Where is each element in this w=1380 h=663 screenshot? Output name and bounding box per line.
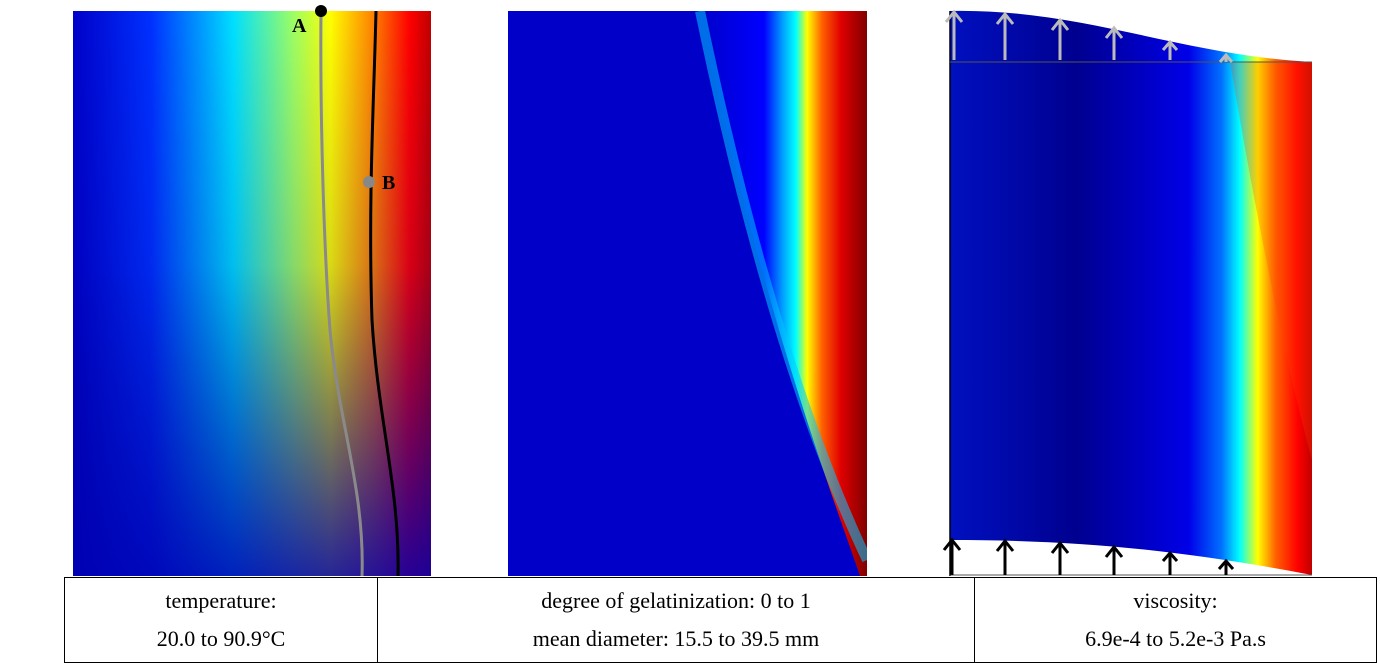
up-arrow-icon <box>942 537 962 575</box>
viscosity-panel <box>942 9 1312 576</box>
up-arrow-icon <box>1050 17 1070 60</box>
up-arrow-icon <box>1104 544 1124 575</box>
up-arrow-icon <box>1050 540 1070 575</box>
temperature-panel: A B <box>71 5 431 577</box>
up-arrow-icon <box>995 538 1015 575</box>
gelatinization-panel <box>508 11 867 576</box>
viscosity-field <box>950 10 1312 575</box>
viscosity-caption-line2: 6.9e-4 to 5.2e-3 Pa.s <box>1085 626 1266 651</box>
point-b-marker <box>363 176 375 188</box>
temperature-caption-line2: 20.0 to 90.9°C <box>156 626 286 651</box>
up-arrow-icon <box>995 11 1015 60</box>
gelatinization-caption-line1: degree of gelatinization: 0 to 1 <box>541 588 811 613</box>
caption-table: temperature: 20.0 to 90.9°C degree of ge… <box>64 577 1377 663</box>
point-a-marker <box>315 5 327 17</box>
viscosity-caption-line1: viscosity: <box>1133 588 1218 613</box>
gray-trajectory-line <box>319 10 364 577</box>
up-arrow-icon <box>1218 52 1234 63</box>
top-arrows <box>944 9 1234 63</box>
viscosity-front <box>1230 62 1312 460</box>
up-arrow-icon <box>1217 558 1235 575</box>
up-arrow-icon <box>1104 25 1124 60</box>
gelatinization-caption: degree of gelatinization: 0 to 1 mean di… <box>377 577 975 663</box>
viscosity-caption: viscosity: 6.9e-4 to 5.2e-3 Pa.s <box>974 577 1377 663</box>
gelatinization-front-edge <box>695 11 867 563</box>
up-arrow-icon <box>1161 39 1179 60</box>
gelatinization-caption-line2: mean diameter: 15.5 to 39.5 mm <box>532 626 820 651</box>
temperature-field-shading <box>72 11 431 576</box>
up-arrow-icon <box>944 9 964 60</box>
point-a-label: A <box>292 15 307 37</box>
up-arrow-icon <box>1161 550 1179 575</box>
bottom-arrows <box>942 537 1235 575</box>
black-trajectory-line <box>369 10 400 577</box>
temperature-caption-line1: temperature: <box>165 588 277 613</box>
temperature-caption: temperature: 20.0 to 90.9°C <box>64 577 378 663</box>
point-b-label: B <box>382 172 395 194</box>
